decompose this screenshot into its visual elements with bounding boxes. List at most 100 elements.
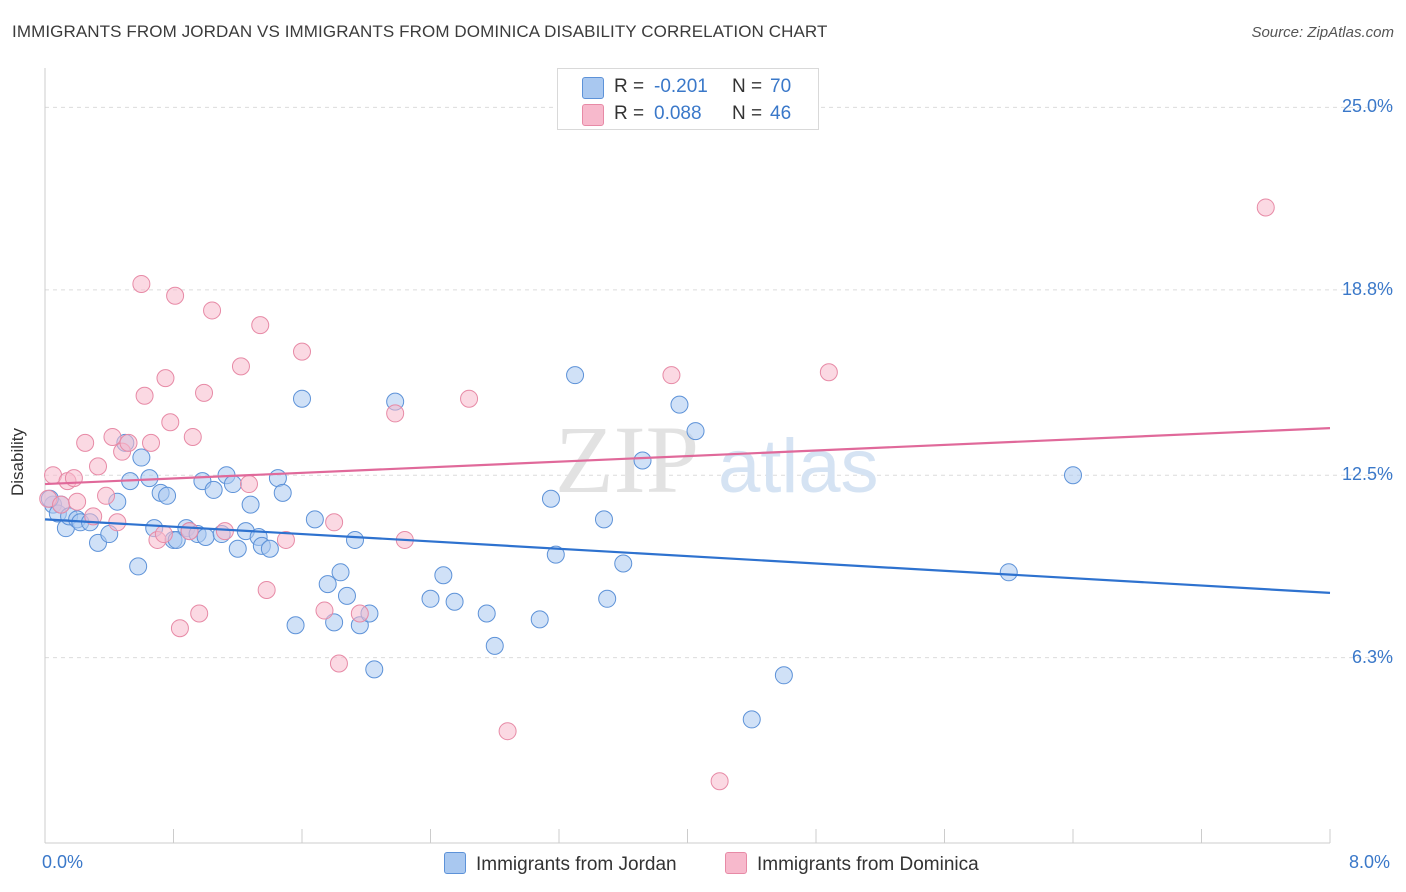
jordan-point bbox=[566, 366, 585, 385]
dominica-point bbox=[231, 357, 250, 376]
jordan-point bbox=[670, 395, 689, 414]
dominica-point bbox=[132, 274, 151, 293]
jordan-point bbox=[546, 545, 565, 564]
dominica-point bbox=[257, 580, 276, 599]
jordan-point bbox=[1064, 466, 1082, 485]
jordan-point bbox=[485, 636, 504, 655]
jordan-point bbox=[325, 613, 344, 632]
series-dominica-points bbox=[39, 198, 1275, 791]
jordan-point bbox=[228, 539, 247, 558]
x-tick-max: 8.0% bbox=[1349, 852, 1391, 872]
jordan-point bbox=[530, 610, 549, 629]
jordan-point bbox=[241, 495, 260, 514]
dominica-point bbox=[662, 366, 681, 385]
dominica-point bbox=[350, 604, 369, 623]
dominica-point bbox=[89, 457, 108, 476]
jordan-point bbox=[286, 616, 305, 635]
dominica-point bbox=[276, 530, 295, 549]
axes bbox=[44, 68, 1331, 844]
dominica-point bbox=[195, 383, 214, 402]
dominica-point bbox=[819, 363, 838, 382]
jordan-point bbox=[365, 660, 384, 679]
legend-swatch-dominica bbox=[582, 104, 604, 126]
jordan-point bbox=[999, 563, 1018, 582]
dominica-point bbox=[166, 286, 185, 305]
jordan-point bbox=[774, 666, 793, 685]
bottom-legend-dominica: Immigrants from Dominica bbox=[725, 852, 979, 876]
legend-n-label: N = bbox=[732, 76, 763, 97]
y-axis-label: Disability bbox=[8, 427, 27, 496]
legend-swatch-jordan bbox=[582, 77, 604, 99]
y-tick-label: 6.3% bbox=[1351, 646, 1393, 667]
bottom-legend-swatch-dominica bbox=[725, 852, 747, 874]
chart-title: IMMIGRANTS FROM JORDAN VS IMMIGRANTS FRO… bbox=[12, 22, 828, 41]
jordan-point bbox=[742, 710, 761, 729]
dominica-point bbox=[68, 492, 87, 511]
y-tick-label: 25.0% bbox=[1341, 96, 1393, 117]
dominica-point bbox=[52, 495, 71, 514]
dominica-point bbox=[329, 654, 348, 673]
jordan-point bbox=[445, 592, 464, 611]
dominica-point bbox=[180, 522, 199, 541]
jordan-point bbox=[196, 528, 215, 546]
dominica-point bbox=[325, 513, 344, 532]
dominica-point bbox=[76, 433, 95, 452]
bottom-legend-jordan: Immigrants from Jordan bbox=[444, 852, 677, 876]
dominica-point bbox=[239, 475, 258, 494]
x-tick-min: 0.0% bbox=[42, 852, 84, 872]
watermark-atlas: atlas bbox=[718, 424, 879, 509]
jordan-point bbox=[421, 589, 440, 608]
dominica-point bbox=[498, 722, 517, 741]
dominica-point bbox=[84, 507, 103, 526]
jordan-point bbox=[260, 539, 279, 558]
bottom-legend-swatch-jordan bbox=[444, 852, 466, 874]
jordan-point bbox=[293, 389, 311, 408]
dominica-point bbox=[183, 427, 202, 446]
jordan-point bbox=[158, 486, 177, 505]
dominica-point bbox=[135, 386, 154, 405]
legend-r-label: R = bbox=[614, 76, 645, 97]
dominica-point bbox=[315, 601, 334, 620]
correlation-legend: R = -0.201 N = 70 R = 0.088 N = 46 bbox=[557, 68, 819, 130]
grid-lines bbox=[45, 106, 1392, 659]
dominica-point bbox=[1256, 198, 1275, 217]
dominica-point bbox=[103, 427, 122, 446]
legend-r-label: R = bbox=[614, 103, 645, 124]
trend-lines bbox=[44, 427, 1331, 595]
legend-n-label: N = bbox=[732, 103, 763, 124]
dominica-point bbox=[215, 522, 234, 541]
jordan-point bbox=[477, 604, 496, 623]
jordan-point bbox=[331, 563, 350, 582]
jordan-point bbox=[132, 448, 151, 467]
jordan-point bbox=[337, 586, 356, 605]
dominica-point bbox=[97, 486, 116, 505]
jordan-point bbox=[346, 530, 365, 549]
dominica-point bbox=[142, 433, 161, 452]
y-tick-label: 12.5% bbox=[1341, 464, 1393, 485]
jordan-point bbox=[204, 480, 223, 499]
jordan-point bbox=[614, 554, 633, 573]
legend-n-value: 46 bbox=[770, 103, 792, 124]
jordan-point bbox=[273, 483, 292, 502]
jordan-point bbox=[598, 589, 617, 608]
dominica-point bbox=[170, 619, 189, 638]
dominica-point bbox=[190, 604, 209, 623]
dominica-point bbox=[710, 772, 729, 791]
dominica-point bbox=[293, 342, 311, 361]
dominica-point bbox=[251, 316, 270, 335]
dominica-point bbox=[386, 404, 405, 423]
dominica-point bbox=[203, 301, 222, 320]
jordan-point bbox=[223, 475, 242, 494]
dominica-point bbox=[460, 389, 479, 408]
jordan-point bbox=[594, 510, 613, 529]
legend-r-value: 0.088 bbox=[654, 103, 702, 124]
jordan-point bbox=[305, 510, 324, 529]
bottom-legend-label-jordan: Immigrants from Jordan bbox=[476, 854, 677, 875]
dominica-point bbox=[154, 525, 173, 544]
dominica-point bbox=[156, 369, 175, 388]
y-tick-label: 18.8% bbox=[1341, 278, 1393, 299]
dominica-point bbox=[161, 413, 180, 432]
jordan-point bbox=[541, 489, 560, 508]
jordan-point bbox=[434, 566, 453, 585]
